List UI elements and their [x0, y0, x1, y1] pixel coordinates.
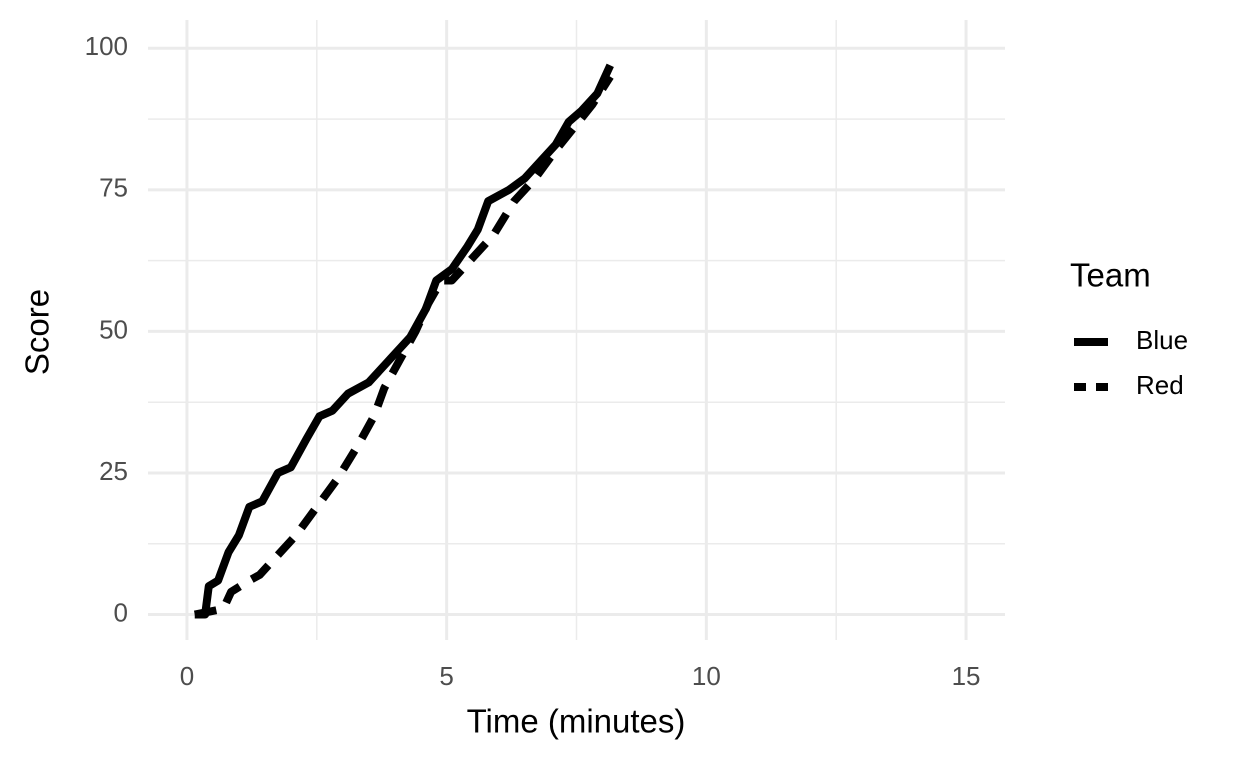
legend-label: Red [1136, 370, 1184, 400]
x-tick-label: 15 [952, 661, 981, 691]
y-tick-label: 50 [99, 314, 128, 344]
y-tick-label: 0 [114, 597, 128, 627]
legend-label: Blue [1136, 325, 1188, 355]
y-tick-label: 75 [99, 173, 128, 203]
y-tick-label: 25 [99, 456, 128, 486]
y-axis-title: Score [19, 289, 56, 375]
x-tick-label: 10 [692, 661, 721, 691]
x-tick-label: 5 [439, 661, 453, 691]
y-tick-label: 100 [85, 31, 128, 61]
line-series [194, 63, 614, 619]
legend-title: Team [1070, 257, 1151, 294]
x-tick-label: 0 [180, 661, 194, 691]
line-series [193, 74, 614, 619]
x-axis-title: Time (minutes) [467, 703, 686, 740]
